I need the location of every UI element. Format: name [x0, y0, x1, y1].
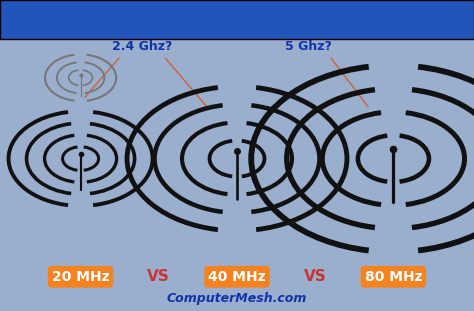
Text: 40 MHz: 40 MHz	[208, 270, 266, 284]
Text: VS: VS	[304, 269, 327, 284]
Text: 5 Ghz?: 5 Ghz?	[285, 40, 331, 53]
FancyBboxPatch shape	[0, 0, 474, 39]
Text: 80 MHz: 80 MHz	[365, 270, 422, 284]
Text: VS: VS	[147, 269, 170, 284]
Text: 2.4 Ghz?: 2.4 Ghz?	[112, 40, 173, 53]
Text: ComputerMesh.com: ComputerMesh.com	[167, 292, 307, 305]
Text: Wi-Fi Channel Width Explained: Wi-Fi Channel Width Explained	[74, 10, 400, 29]
Text: 20 MHz: 20 MHz	[52, 270, 109, 284]
